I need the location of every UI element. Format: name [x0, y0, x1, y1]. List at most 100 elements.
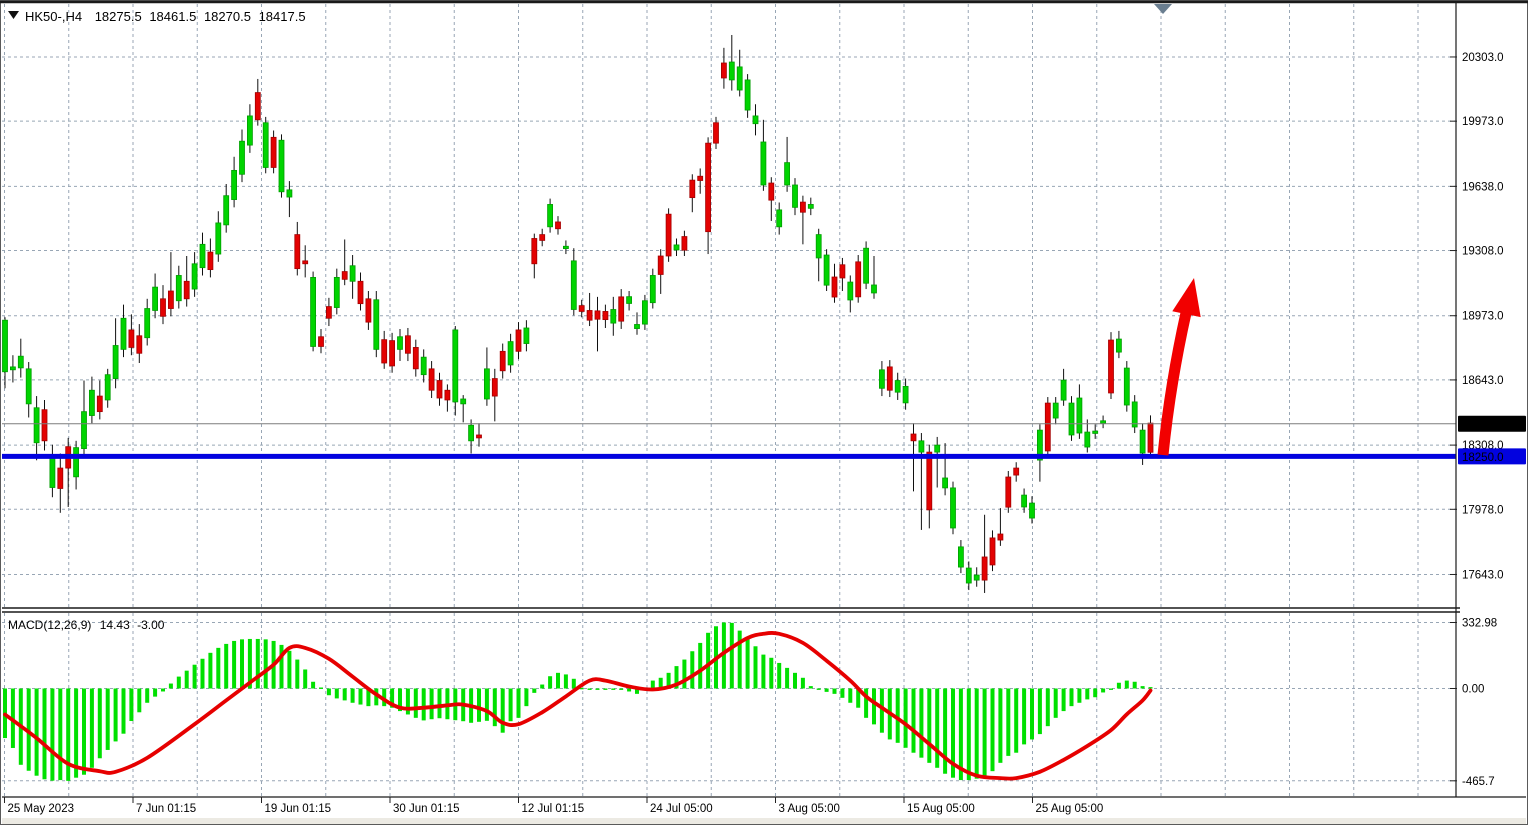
macd-histogram-bar — [674, 666, 679, 689]
macd-histogram-bar — [192, 664, 197, 689]
macd-histogram-bar — [832, 688, 837, 694]
macd-histogram-bar — [26, 688, 31, 771]
bear-candle — [294, 234, 301, 270]
macd-histogram-bar — [58, 688, 63, 781]
macd-histogram-bar — [619, 688, 624, 690]
macd-histogram-bar — [927, 688, 932, 763]
macd-histogram-bar — [153, 688, 158, 697]
macd-histogram-bar — [398, 688, 402, 712]
bull-candle — [563, 245, 569, 250]
bull-candle — [483, 368, 490, 400]
bear-candle — [689, 179, 696, 199]
macd-histogram-bar — [824, 688, 829, 692]
macd-histogram-bar — [105, 688, 110, 750]
bull-candle — [973, 574, 980, 581]
macd-histogram-bar — [303, 669, 308, 689]
bull-candle — [286, 189, 293, 198]
trend-arrow-annotation[interactable] — [1157, 278, 1201, 456]
macd-histogram-bar — [872, 688, 876, 725]
macd-histogram-bar — [429, 688, 434, 720]
bear-candle — [389, 340, 396, 367]
macd-histogram-bar — [366, 688, 371, 707]
bull-candle — [239, 140, 245, 175]
macd-histogram-bar — [658, 677, 663, 689]
macd-axis[interactable]: 332.98 0.00 -465.7 — [1450, 617, 1497, 788]
bear-candle — [160, 298, 166, 317]
time-axis[interactable]: 25 May 2023 7 Jun 01:15 19 Jun 01:15 30 Jun… — [4, 797, 1104, 815]
bull-candle — [1116, 338, 1122, 353]
macd-histogram-bar — [1077, 688, 1082, 703]
time-tick-label: 3 Aug 05:00 — [779, 803, 840, 815]
bull-candle — [33, 407, 40, 444]
macd-histogram-bar — [666, 672, 671, 689]
macd-histogram-bar — [1124, 680, 1129, 689]
macd-name: MACD(12,26,9) — [8, 618, 91, 632]
bear-candle — [721, 62, 727, 79]
bull-candle — [815, 234, 822, 259]
macd-histogram-bar — [263, 639, 268, 689]
quote-close: 18417.5 — [259, 9, 306, 24]
macd-histogram-bar — [1069, 688, 1074, 707]
bull-candle — [49, 456, 56, 488]
chart-shift-marker-icon[interactable] — [1154, 4, 1172, 14]
macd-histogram-bar — [390, 688, 395, 708]
macd-histogram-bar — [350, 688, 355, 703]
macd-histogram-bar — [761, 654, 766, 689]
bear-candle — [855, 261, 862, 298]
price-tick-label: 19973.0 — [1462, 116, 1504, 128]
macd-indicator-plot-area[interactable] — [3, 622, 1153, 781]
macd-histogram-bar — [682, 659, 687, 689]
macd-histogram-bar — [982, 688, 987, 776]
bear-candle — [136, 335, 143, 354]
bull-candle — [934, 444, 941, 453]
bull-candle — [1076, 397, 1083, 434]
bull-candle — [120, 317, 127, 350]
bull-candle — [823, 254, 830, 286]
price-axis[interactable]: 20303.0 19973.0 19638.0 19308.0 18973.0 18643… — [1450, 52, 1504, 582]
macd-histogram-bar — [208, 652, 213, 689]
macd-histogram-bar — [879, 688, 884, 733]
macd-histogram-bar — [1132, 681, 1137, 689]
price-tick-label: 18973.0 — [1462, 311, 1504, 323]
macd-histogram-bar — [176, 676, 181, 689]
bull-candle — [9, 366, 16, 371]
bull-candle — [373, 299, 380, 350]
macd-histogram-bar — [800, 677, 805, 689]
time-tick-label: 15 Aug 05:00 — [907, 803, 975, 815]
macd-histogram-bar — [492, 688, 497, 727]
macd-histogram-bar — [334, 688, 339, 699]
bear-candle — [1147, 422, 1154, 453]
macd-histogram-bar — [935, 688, 940, 768]
bear-candle — [1005, 476, 1012, 508]
bull-candle — [199, 243, 206, 269]
macd-histogram-bar — [1093, 688, 1098, 698]
macd-histogram-bar — [1148, 687, 1153, 689]
trend-arrow-shaft — [1157, 311, 1192, 456]
bull-candle — [310, 276, 317, 347]
window-bottom-strip — [2, 818, 1526, 824]
macd-histogram-bar — [1014, 688, 1019, 753]
macd-signal-value: -3.00 — [137, 618, 165, 632]
macd-histogram-bar — [951, 688, 955, 778]
main-chart-plot-area[interactable] — [2, 34, 1154, 593]
macd-histogram-bar — [998, 688, 1003, 763]
bear-candle — [578, 305, 585, 312]
macd-histogram-bar — [563, 674, 568, 689]
bull-candle — [1131, 401, 1138, 428]
bull-candle — [610, 309, 617, 324]
bull-candle — [191, 263, 198, 290]
bull-candle — [152, 286, 159, 311]
bull-candle — [1084, 431, 1091, 448]
bull-candle — [879, 369, 885, 389]
bull-candle — [728, 61, 735, 81]
macd-histogram-bar — [587, 688, 592, 690]
macd-signal-line — [3, 631, 1153, 781]
macd-histogram-bar — [793, 672, 797, 689]
bull-candle — [918, 440, 925, 453]
symbol-dropdown-triangle-icon[interactable] — [8, 11, 19, 19]
bull-candle — [397, 336, 403, 350]
bear-candle — [1044, 402, 1051, 452]
quote-open: 18275.5 — [95, 9, 142, 24]
